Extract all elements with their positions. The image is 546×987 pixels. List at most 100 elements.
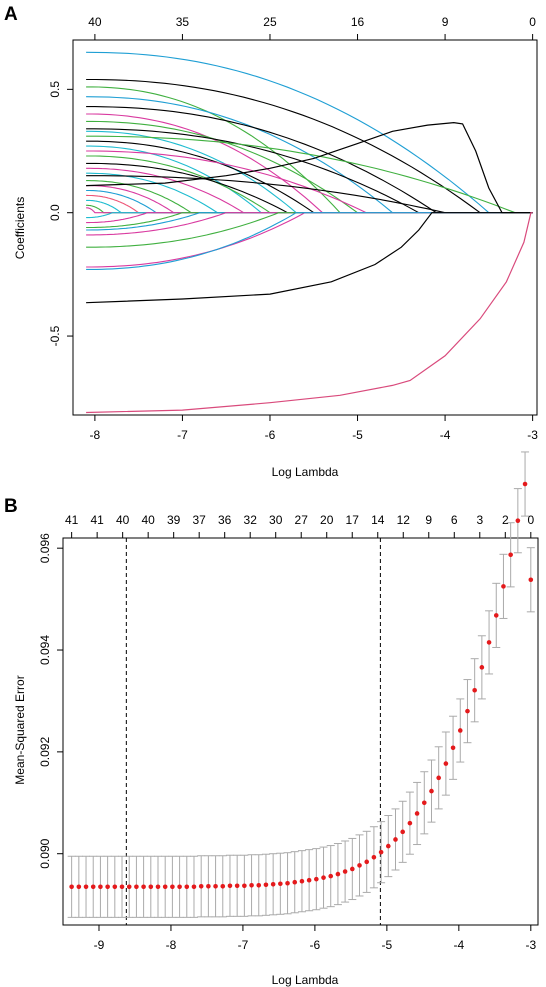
panel-b-point [263, 882, 269, 888]
panel-b-point [378, 849, 384, 855]
coef-path-9 [86, 130, 533, 214]
panel-b-point [170, 884, 175, 890]
panel-b-point [220, 884, 226, 889]
panel-b-point [472, 687, 477, 693]
panel-b-point [134, 884, 139, 890]
coef-path-28 [86, 212, 533, 229]
coef-path-2 [86, 78, 533, 214]
panel-b-y-tick-label: 0.096 [38, 533, 52, 563]
panel-b-point [76, 884, 82, 890]
panel-b-x-tick-label: -3 [525, 938, 536, 952]
panel-b-point [364, 859, 370, 865]
coef-path-14 [86, 155, 533, 214]
panel-b-x-tick-label: -6 [310, 938, 321, 952]
panel-b-y-tick-label: 0.094 [38, 635, 52, 665]
panel-b: B -9 -8 -7 -6 -5 -4 -3 0.090 0.092 0.094 0.096 41… [4, 451, 539, 987]
panel-a-x-tick-label: -7 [177, 428, 188, 442]
panel-b-point [249, 882, 254, 888]
panel-b-top-tick-label: 40 [116, 513, 130, 527]
coef-path-25 [86, 207, 533, 214]
coef-path-33 [86, 212, 533, 270]
coef-path-15 [86, 162, 533, 214]
panel-b-point [177, 884, 182, 890]
panel-b-point [335, 871, 341, 877]
panel-b-point [105, 884, 110, 890]
panel-b-top-tick-label: 30 [269, 513, 283, 527]
panel-b-plot-box [62, 537, 539, 926]
panel-b-x-tick-label: -8 [166, 938, 177, 952]
panel-b-point [184, 884, 190, 890]
panel-b-top-tick-label: 14 [371, 513, 385, 527]
panel-b-point [191, 884, 197, 890]
panel-b-top-tick-label: 20 [320, 513, 334, 527]
panel-b-x-ticks: -9 -8 -7 -6 -5 -4 -3 [94, 925, 536, 952]
panel-b-point [508, 552, 513, 558]
panel-a-top-tick-label: 25 [263, 15, 277, 29]
coef-path-19 [86, 180, 533, 214]
coef-path-30 [86, 212, 533, 236]
panel-b-point [112, 884, 118, 890]
panel-a-x-tick-label: -8 [90, 428, 101, 442]
panel-a-top-tick-label: 40 [88, 15, 102, 29]
panel-b-y-ticks: 0.090 0.092 0.094 0.096 [38, 533, 63, 869]
panel-b-point [234, 883, 240, 889]
panel-b-point [270, 881, 276, 887]
panel-b-point [162, 884, 168, 890]
panel-b-top-tick-label: 27 [295, 513, 309, 527]
panel-a-x-tick-label: -3 [527, 428, 538, 442]
panel-b-top-tick-label: 36 [218, 513, 232, 527]
coef-path-13 [86, 150, 533, 214]
panel-b-point [69, 884, 74, 890]
panel-b-top-tick-label: 32 [244, 513, 258, 527]
panel-b-point [350, 866, 355, 872]
panel-b-point [314, 876, 319, 882]
panel-b-point [407, 820, 413, 826]
coef-path-21 [86, 189, 533, 214]
panel-b-top-tick-label: 37 [193, 513, 207, 527]
coef-path-12 [86, 145, 533, 214]
panel-a-x-axis-title: Log Lambda [272, 465, 339, 479]
coef-path-20 [86, 185, 533, 214]
panel-b-top-tick-label: 2 [502, 513, 509, 527]
panel-b-point [501, 584, 506, 589]
panel-a-top-tick-label: 9 [442, 15, 449, 29]
panel-b-point [227, 883, 233, 889]
coef-path-7 [86, 120, 533, 214]
panel-b-point [479, 665, 485, 670]
panel-b-point [321, 875, 326, 880]
panel-b-points [69, 481, 534, 890]
coef-path-special-2 [86, 212, 533, 304]
panel-b-point [148, 884, 154, 890]
panel-b-point [450, 745, 456, 751]
panel-b-point [141, 884, 146, 890]
panel-b-y-tick-label: 0.092 [38, 737, 52, 767]
panel-a-top-ticks: 40 35 25 16 9 0 [88, 15, 536, 40]
panel-a-y-ticks: -0.5 0.0 0.5 [48, 81, 73, 346]
panel-b-top-tick-label: 6 [451, 513, 458, 527]
panel-b-point [371, 854, 377, 860]
panel-a-x-tick-label: -4 [440, 428, 451, 442]
coef-path-special-1 [86, 121, 533, 214]
panel-b-x-tick-label: -7 [238, 938, 249, 952]
panel-b-point [528, 577, 534, 583]
panel-a-y-tick-label: -0.5 [48, 325, 62, 346]
panel-b-point [256, 882, 262, 888]
panel-b-label: B [4, 496, 18, 517]
panel-b-top-tick-label: 41 [90, 513, 104, 527]
panel-b-point [386, 843, 391, 849]
panel-b-point [522, 481, 528, 487]
panel-a-y-axis-title: Coefficients [13, 197, 27, 259]
panel-b-point [292, 879, 298, 885]
panel-a-top-tick-label: 35 [176, 15, 190, 29]
panel-b-top-tick-label: 40 [141, 513, 155, 527]
coef-path-special-3 [86, 212, 533, 414]
panel-b-point [119, 884, 125, 890]
panel-b-y-axis-title: Mean-Squared Error [13, 675, 27, 784]
panel-a-plot-box [72, 39, 538, 416]
panel-a-top-tick-label: 16 [351, 15, 365, 29]
panel-b-point [198, 884, 204, 889]
panel-b-point [342, 869, 348, 874]
panel-b-point [465, 708, 470, 714]
panel-b-point [206, 884, 211, 889]
